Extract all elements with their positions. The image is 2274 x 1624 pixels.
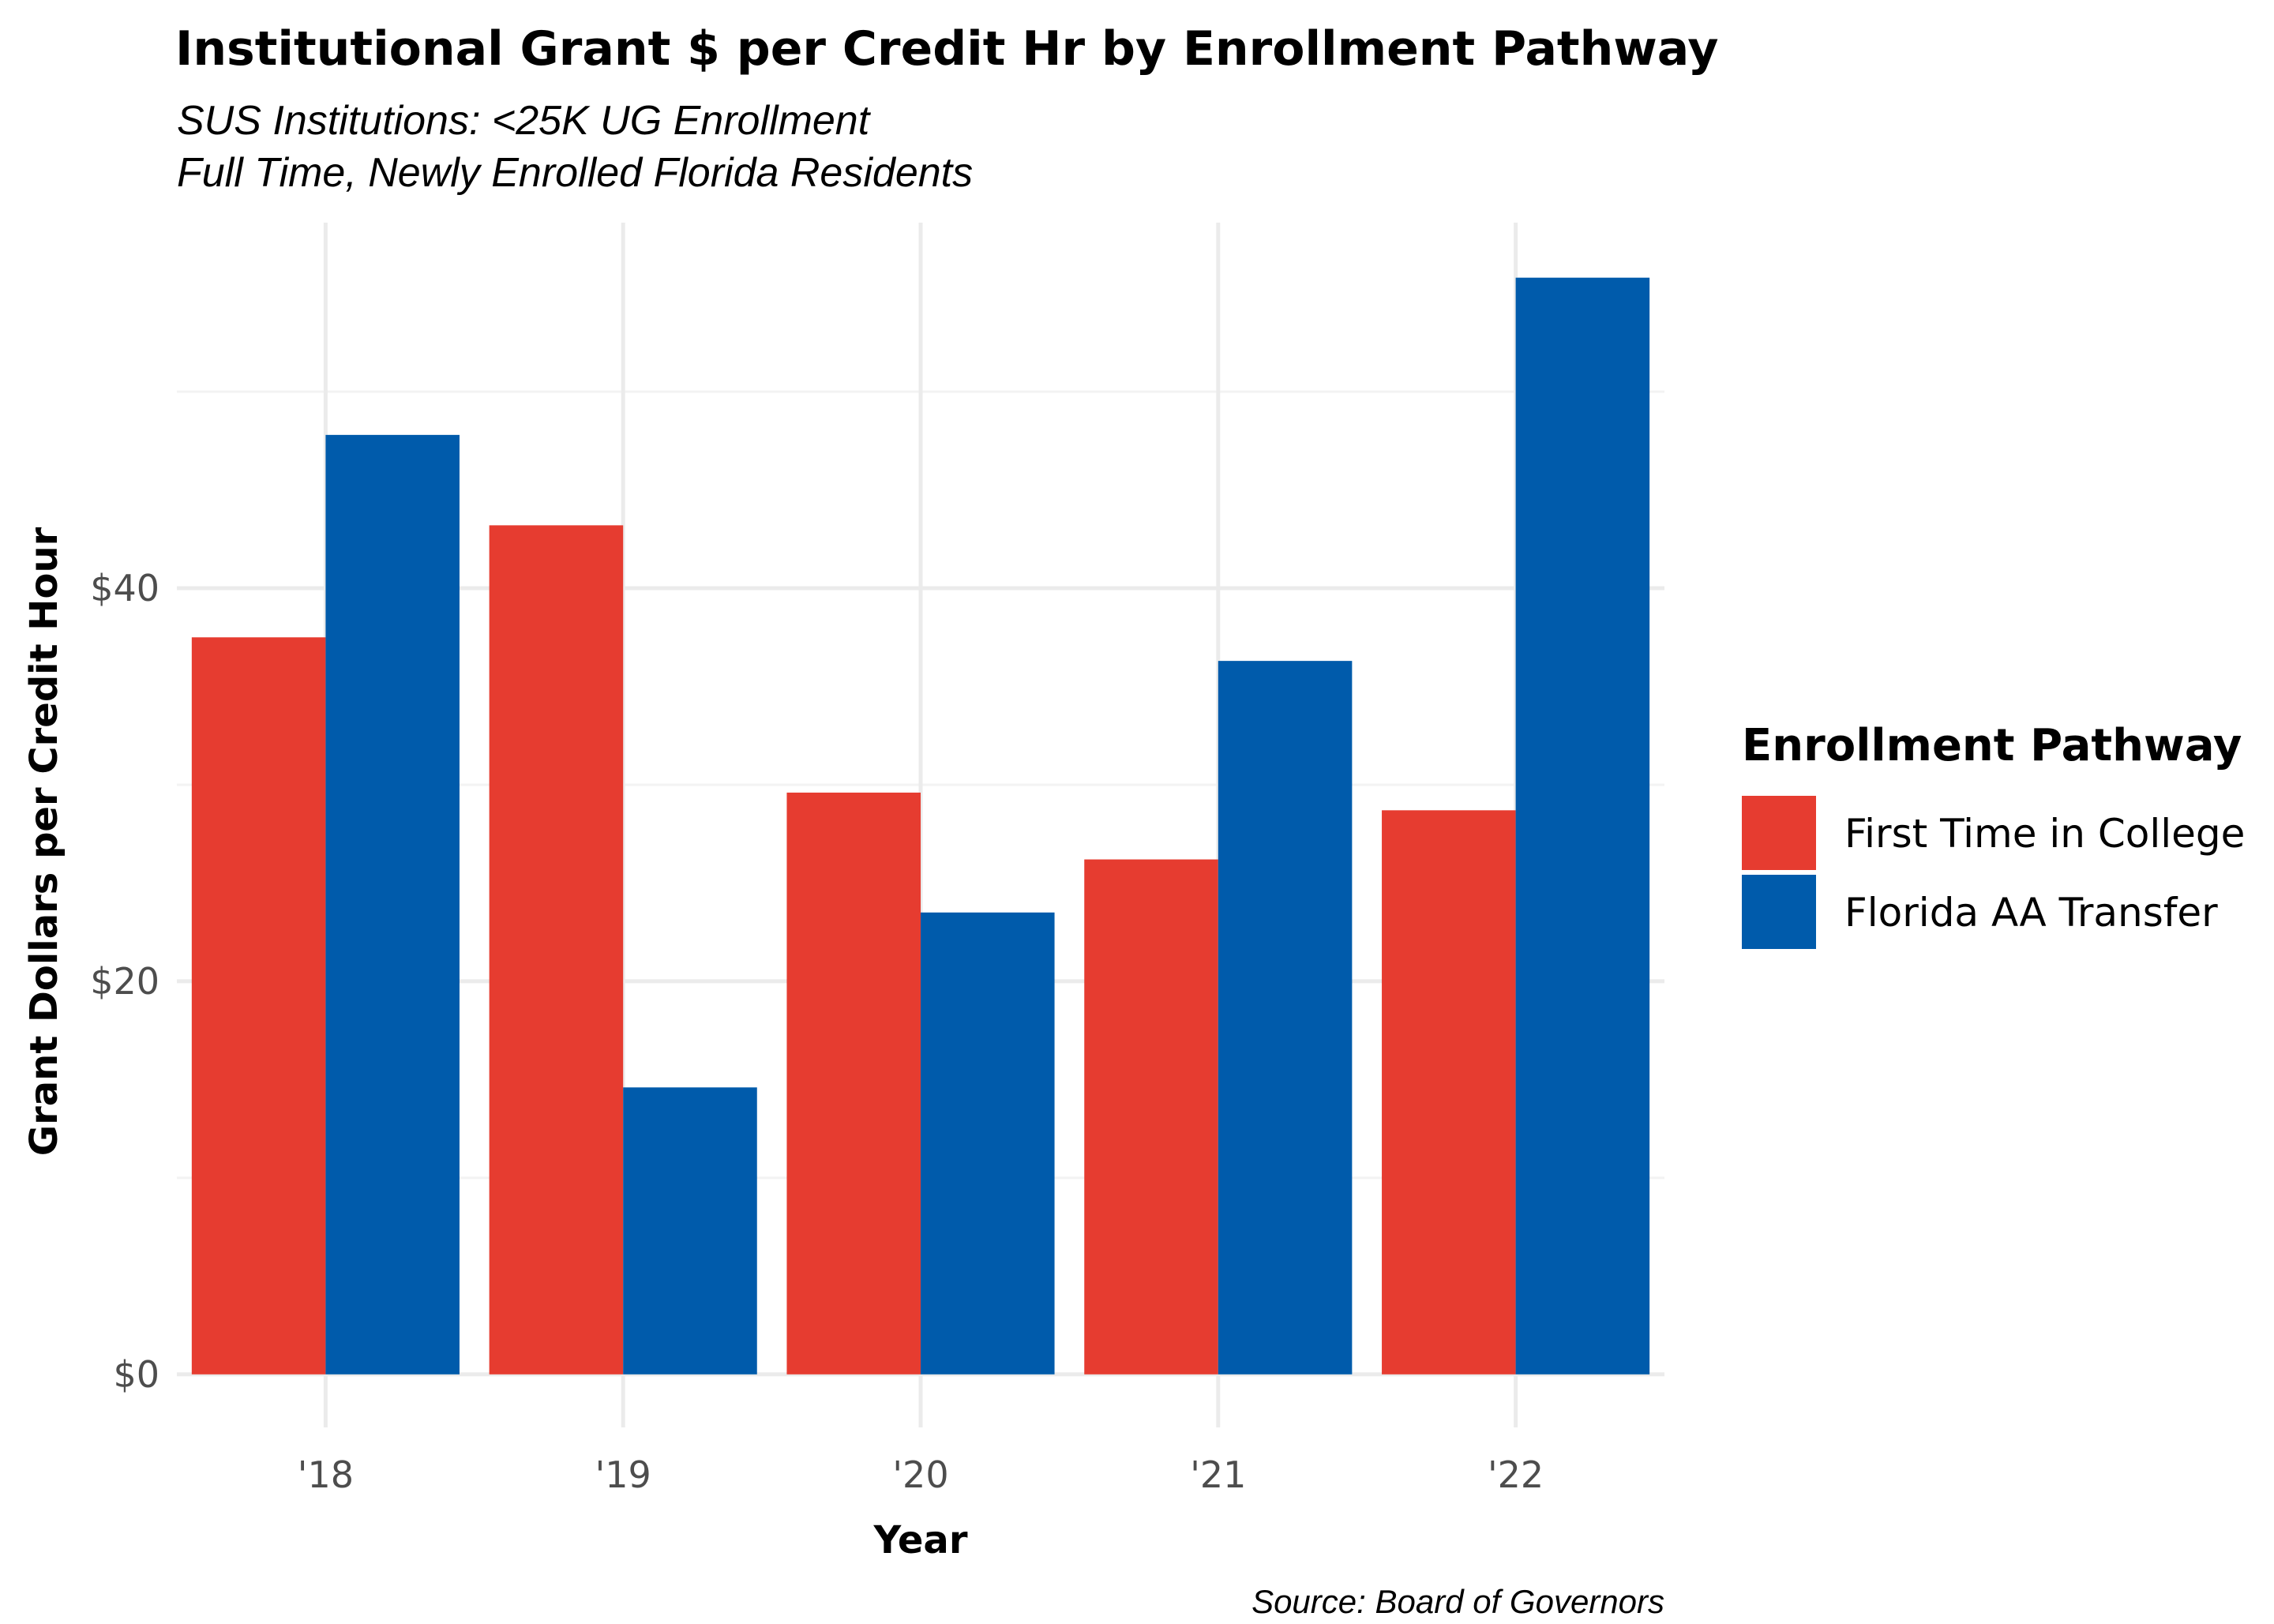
bar-florida-aa-transfer-21 — [1218, 661, 1353, 1375]
bar-first-time-in-college-21 — [1084, 859, 1218, 1375]
bar-florida-aa-transfer-20 — [921, 912, 1055, 1375]
legend-swatch-florida-aa-transfer — [1742, 875, 1816, 949]
legend: Enrollment Pathway First Time in College… — [1742, 720, 2245, 949]
bar-first-time-in-college-18 — [191, 637, 326, 1375]
chart-title: Institutional Grant $ per Credit Hr by E… — [175, 21, 1719, 77]
bar-florida-aa-transfer-22 — [1515, 277, 1650, 1375]
bar-florida-aa-transfer-19 — [623, 1087, 757, 1375]
y-axis-title: Grant Dollars per Credit Hour — [22, 527, 66, 1156]
x-tick-label: '22 — [1488, 1453, 1544, 1496]
x-axis-title: Year — [873, 1518, 968, 1562]
legend-swatch-first-time-in-college — [1742, 796, 1816, 870]
chart-caption: Source: Board of Governors — [1251, 1583, 1664, 1620]
chart-subtitle-line-2: Full Time, Newly Enrolled Florida Reside… — [177, 150, 973, 196]
legend-label-florida-aa-transfer: Florida AA Transfer — [1844, 890, 2218, 936]
bar-first-time-in-college-20 — [786, 792, 921, 1375]
y-tick-label: $0 — [113, 1353, 159, 1396]
legend-label-first-time-in-college: First Time in College — [1844, 811, 2245, 857]
x-tick-label: '21 — [1190, 1453, 1246, 1496]
chart-subtitle-line-1: SUS Institutions: <25K UG Enrollment — [177, 98, 872, 144]
x-tick-label: '20 — [892, 1453, 948, 1496]
x-axis-ticks: '18 '19 '20 '21 '22 — [298, 1453, 1544, 1496]
x-tick-label: '18 — [298, 1453, 354, 1496]
x-tick-label: '19 — [595, 1453, 651, 1496]
bar-florida-aa-transfer-18 — [325, 434, 460, 1375]
y-axis-ticks: $0 $20 $40 — [90, 567, 159, 1396]
y-tick-label: $20 — [90, 960, 159, 1003]
y-tick-label: $40 — [90, 567, 159, 609]
bar-first-time-in-college-22 — [1382, 810, 1516, 1375]
legend-title: Enrollment Pathway — [1742, 720, 2242, 771]
bar-first-time-in-college-19 — [489, 525, 624, 1375]
bars-group — [191, 277, 1650, 1375]
